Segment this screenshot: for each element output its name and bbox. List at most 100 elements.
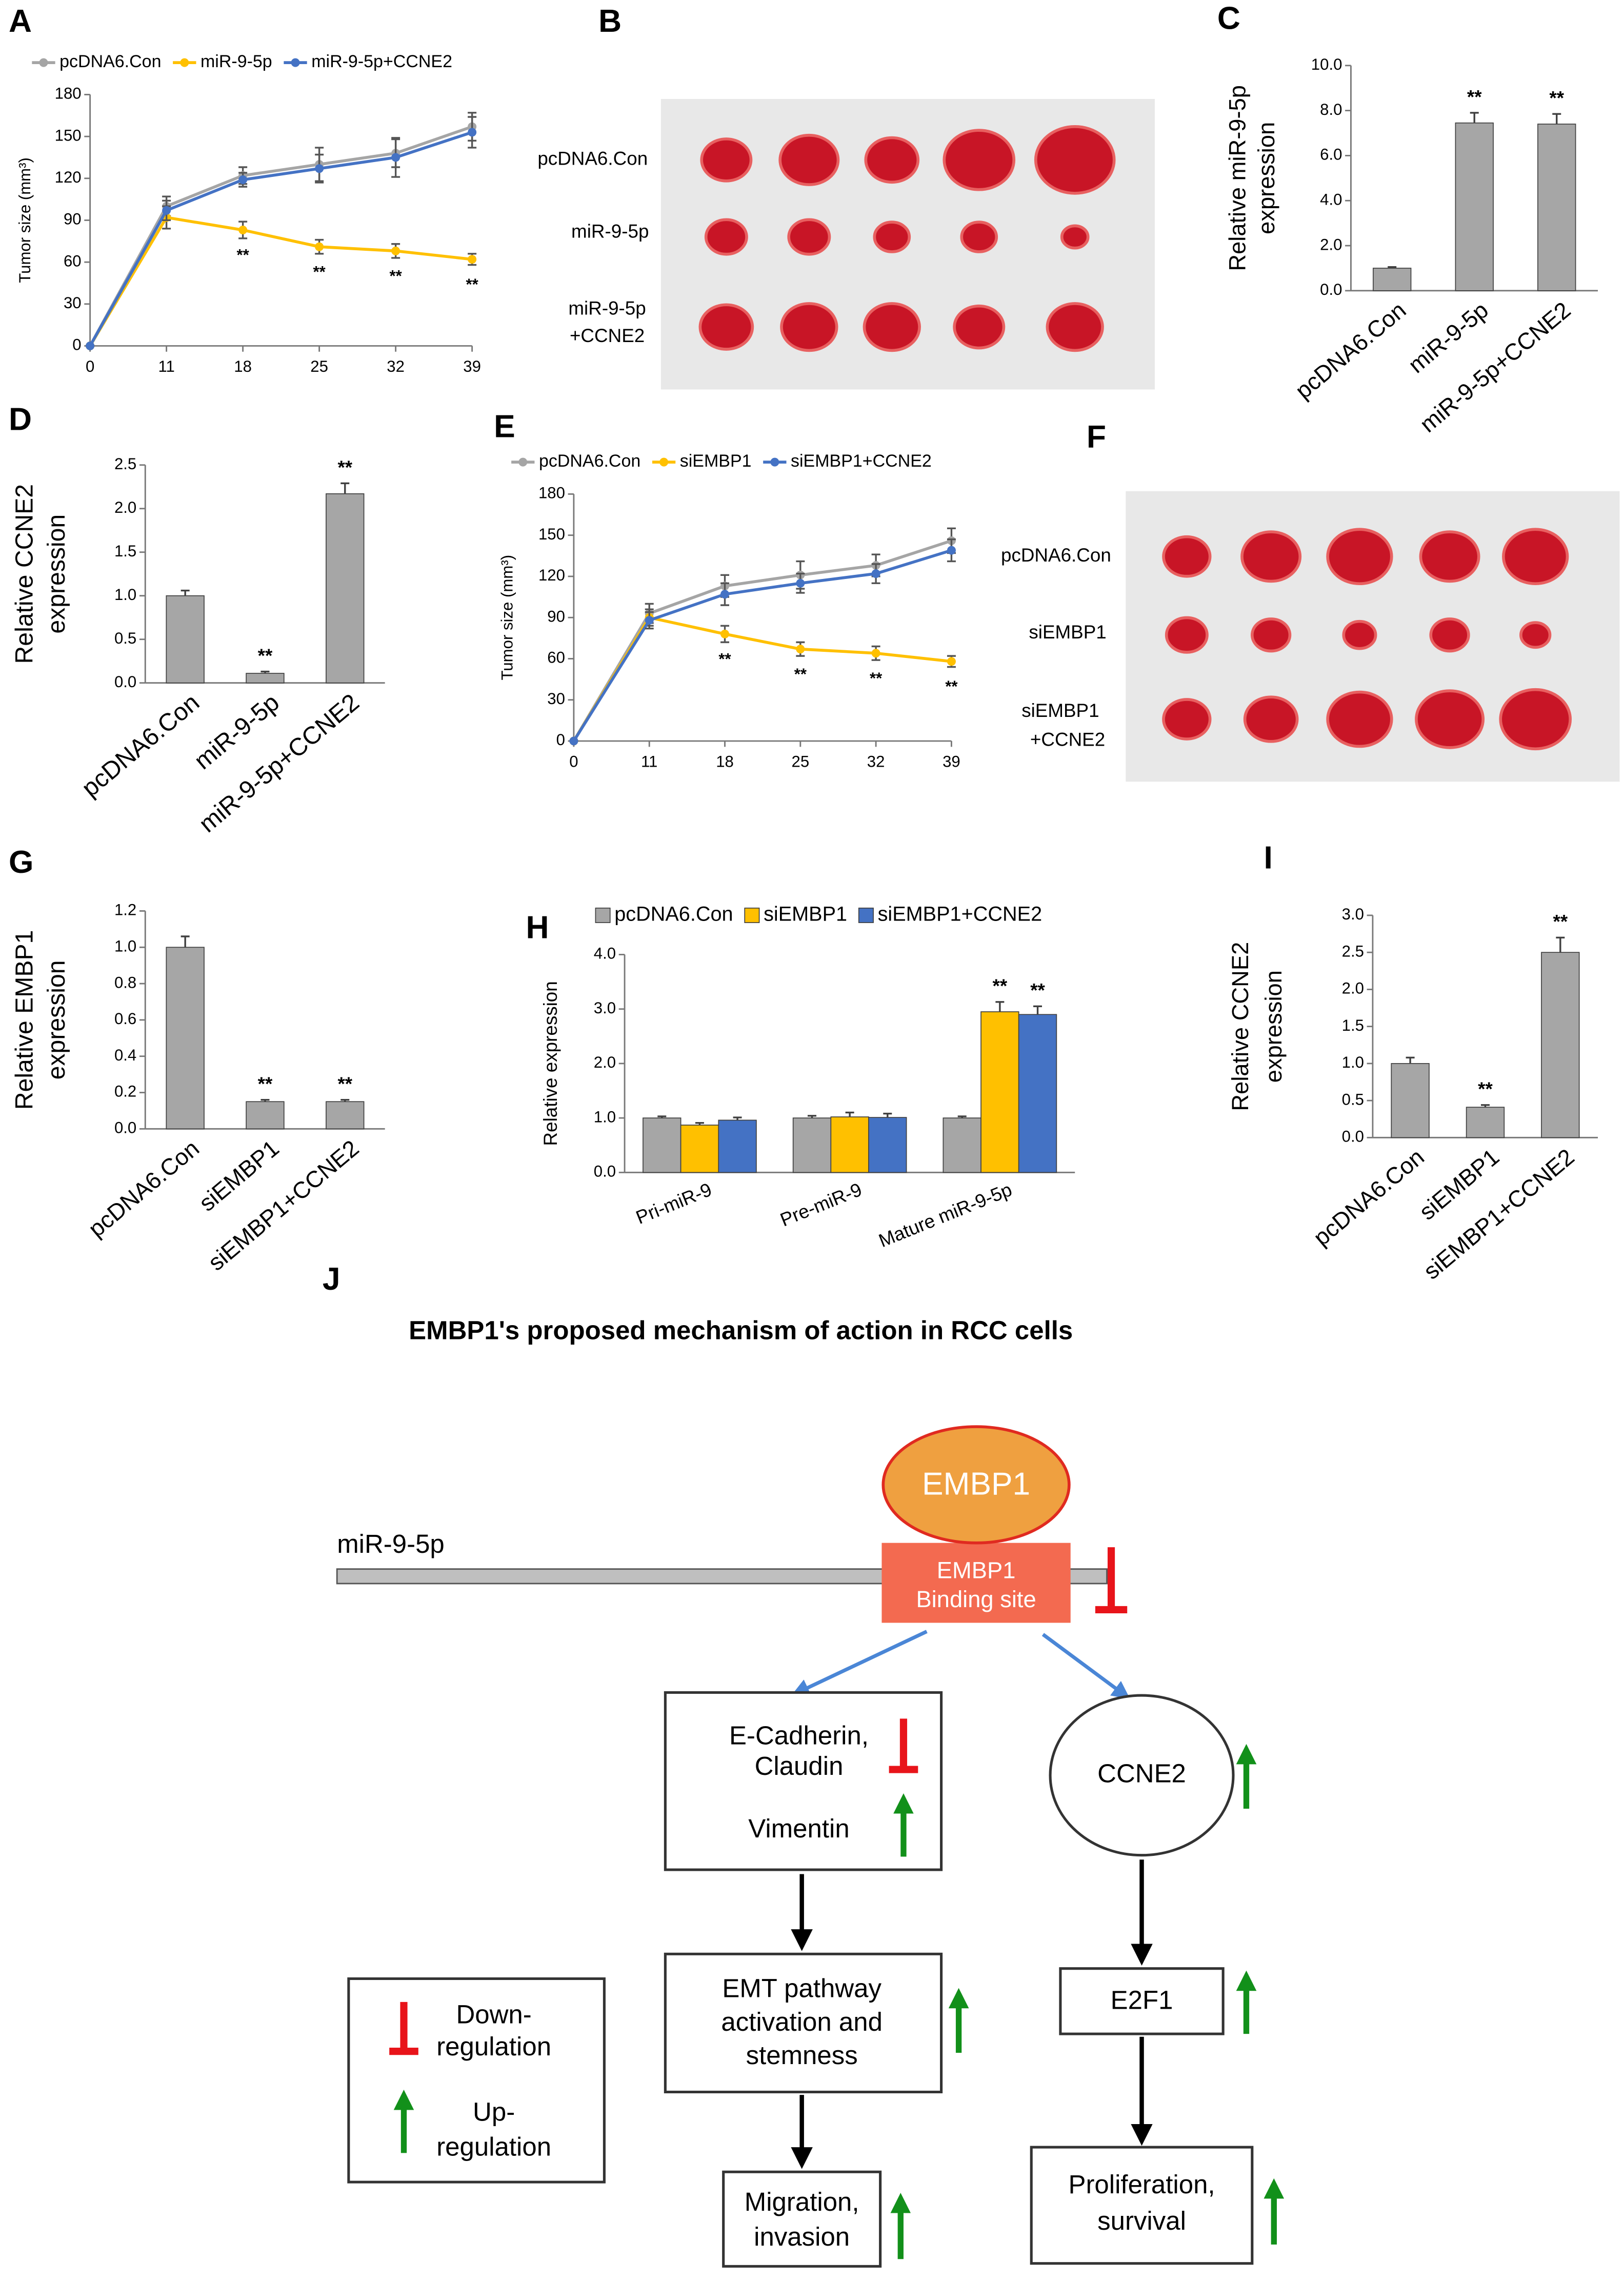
significance: ** [1553, 911, 1568, 932]
y-tick-label: 0.6 [114, 1010, 136, 1028]
legend-swatch [770, 457, 779, 467]
legend-swatch [595, 907, 611, 923]
legend-swatch [744, 907, 760, 923]
error-bar [733, 1116, 742, 1121]
significance: ** [237, 246, 250, 264]
legend-label: siEMBP1 [764, 903, 847, 925]
y-tick-label: 0.0 [1320, 281, 1342, 298]
binding-site-label: EMBP1 [937, 1557, 1016, 1583]
tumor [1499, 688, 1572, 751]
inhibit-icon [889, 1718, 918, 1773]
error-bar [657, 1115, 667, 1118]
markers-box [664, 1691, 943, 1871]
legend-text: regulation [436, 2032, 551, 2061]
y-tick-label: 1.2 [114, 901, 136, 919]
y-tick-label: 1.5 [114, 542, 136, 560]
x-tick-label: 39 [943, 753, 960, 771]
significance: ** [1030, 980, 1045, 1001]
error-bar [260, 670, 270, 673]
tumors [698, 125, 1572, 751]
x-tick-label: pcDNA6.Con [1309, 1144, 1429, 1251]
error-bar [1552, 113, 1561, 124]
x-tick-label: 32 [867, 753, 885, 771]
emt-box [664, 1952, 943, 2093]
y-tick-label: 2.0 [1320, 235, 1342, 253]
x-tick-label: 32 [387, 357, 405, 375]
y-tick-label: 4.0 [594, 945, 616, 963]
point [468, 255, 477, 264]
y-tick-label: 2.0 [594, 1053, 616, 1071]
panel-letter: I [1264, 841, 1272, 876]
panel-letter: C [1217, 1, 1240, 36]
y-axis-label: Tumor size (mm³) [498, 555, 516, 681]
significance: ** [390, 267, 403, 285]
error-bar [260, 1098, 270, 1102]
bar [166, 595, 205, 684]
bar [680, 1125, 719, 1173]
significance: ** [870, 669, 883, 687]
x-tick-label: 0 [86, 357, 94, 375]
y-axis-label: expression [43, 514, 70, 634]
error-bar [1406, 1056, 1415, 1064]
emt-text: activation and [721, 2007, 883, 2036]
tumor [778, 133, 840, 186]
protein-label: EMBP1 [922, 1467, 1030, 1502]
error-bar [695, 1122, 704, 1125]
panel-letter: A [9, 4, 32, 39]
legend-label: miR-9-5p [201, 52, 272, 71]
point [720, 629, 730, 638]
legend-label: siEMBP1+CCNE2 [791, 451, 932, 471]
tumor [1419, 530, 1480, 583]
y-tick-label: 30 [64, 294, 82, 312]
error-bar [1556, 936, 1565, 953]
point [796, 578, 805, 588]
arrow [1041, 1633, 1130, 1699]
legend-text: regulation [436, 2132, 551, 2161]
legend-swatch [518, 457, 528, 467]
y-axis-label: expression [1260, 970, 1287, 1083]
y-tick-label: 1.0 [114, 586, 136, 604]
point [468, 128, 477, 137]
significance: ** [313, 263, 326, 281]
y-tick-label: 2.5 [114, 455, 136, 473]
e2f1-box [1059, 1967, 1225, 2035]
x-tick-label: pcDNA6.Con [76, 688, 205, 802]
legend-swatch [291, 58, 300, 67]
tumor [1060, 224, 1090, 250]
error-bar [995, 1001, 1005, 1012]
error-bar [845, 1111, 854, 1117]
row-label: pcDNA6.Con [1001, 545, 1111, 566]
error-bar [340, 1098, 350, 1102]
error-bar [1480, 1104, 1490, 1108]
ccne2-label: CCNE2 [1097, 1758, 1186, 1788]
strand-label: miR-9-5p [337, 1529, 445, 1558]
y-tick-label: 6.0 [1320, 146, 1342, 164]
bar [643, 1117, 681, 1173]
y-axis-label: expression [1253, 122, 1279, 234]
legend-label: pcDNA6.Con [539, 451, 640, 471]
x-tick-label: 0 [569, 753, 578, 771]
legend-box [347, 1977, 606, 2184]
y-tick-label: 3.0 [1342, 905, 1364, 923]
bar [246, 1101, 285, 1130]
tumor [700, 137, 753, 183]
y-tick-label: 2.0 [1342, 979, 1364, 997]
point [871, 569, 880, 578]
y-tick-label: 180 [538, 484, 565, 502]
bar [1541, 952, 1580, 1138]
y-axis-label: Relative miR-9-5p [1224, 85, 1250, 271]
error-bar [340, 482, 350, 494]
point [645, 616, 654, 625]
row-label: miR-9-5p [571, 221, 649, 242]
y-tick-label: 90 [64, 210, 82, 228]
y-tick-label: 120 [538, 566, 565, 584]
legend-swatch [39, 58, 48, 67]
y-tick-label: 0.2 [114, 1083, 136, 1101]
proliferation-text: Proliferation, [1068, 2170, 1215, 2199]
error-bar [957, 1115, 967, 1118]
significance: ** [258, 1073, 273, 1094]
tumor [704, 218, 748, 256]
point [796, 645, 805, 654]
migration-box [722, 2170, 882, 2268]
panel-letter: E [494, 409, 515, 444]
